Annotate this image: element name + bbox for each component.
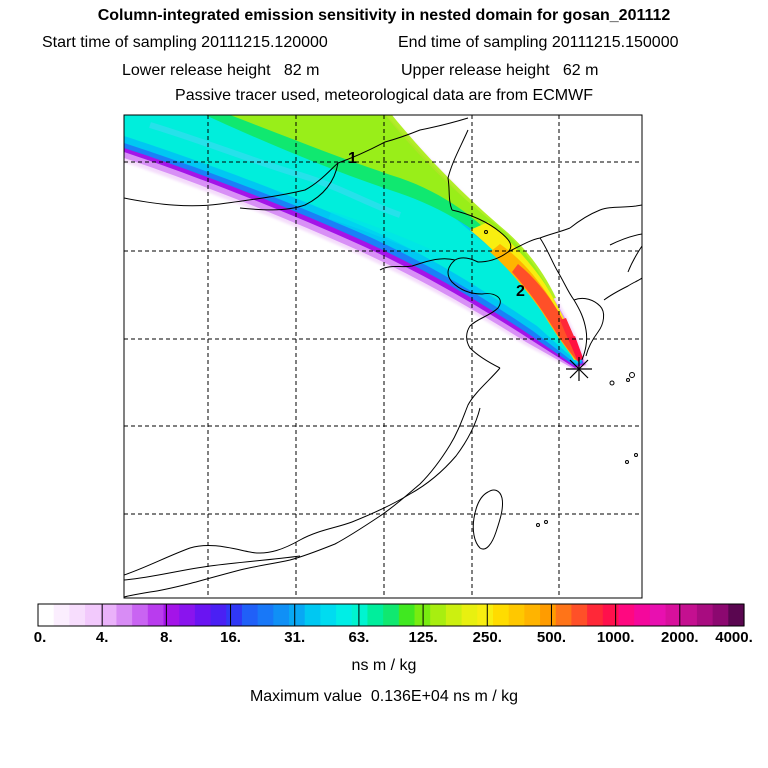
maximum-value-label: Maximum value 0.136E+04 ns m / kg [249,688,519,705]
colorbar-cell [618,604,635,626]
colorbar-cell [555,604,573,626]
asterisk-icon [566,357,592,381]
colorbar-cell [273,604,290,626]
colorbar-cell [53,604,70,626]
colorbar-cell [696,604,714,626]
colorbar-tick-label: 0. [33,629,47,646]
colorbar-cell [38,604,55,626]
colorbar-cell [351,604,369,626]
colorbar-cell [289,604,306,626]
colorbar-tick-label: 2000. [661,629,699,646]
colorbar-cell [241,604,259,626]
end-time-label: End time of sampling 20111215.150000 [398,34,679,51]
colorbar-cell [226,604,243,626]
colorbar-cell [336,604,353,626]
colorbar-cell [430,604,447,626]
colorbar-cell [571,604,588,626]
colorbar-tick-label: 4. [95,629,109,646]
colorbar-cell [100,604,118,626]
colorbar-cell [163,604,180,626]
colorbar-tick-label: 31. [284,629,306,646]
colorbar-cell [461,604,478,626]
colorbar-cell [398,604,416,626]
colorbar [37,603,745,627]
colorbar-tick-label: 63. [348,629,370,646]
graticule [124,115,642,598]
colorbar-tick-label: 500. [536,629,567,646]
colorbar-cell [665,604,682,626]
coastline-borders [124,117,642,598]
colorbar-separators [101,604,681,626]
colorbar-cell [257,604,274,626]
colorbar-cell [587,604,604,626]
plume-label-1: 2 [516,283,525,300]
colorbar-cell [524,604,541,626]
colorbar-cell [147,604,165,626]
emission-sensitivity-map: 1 2 [123,114,643,599]
colorbar-cell [540,604,557,626]
colorbar-cell [728,604,745,626]
colorbar-cell [681,604,698,626]
plot-title: Column-integrated emission sensitivity i… [97,7,671,24]
colorbar-cell [194,604,212,626]
colorbar-cell [69,604,86,626]
colorbar-cell [508,604,525,626]
colorbar-cell [320,604,337,626]
colorbar-frame [37,603,745,627]
colorbar-cells [38,604,745,626]
colorbar-cell [602,604,620,626]
lower-release-height-label: Lower release height 82 m [122,62,320,79]
colorbar-cell [85,604,102,626]
tracer-info-line: Passive tracer used, meteorological data… [175,87,593,104]
colorbar-cell [132,604,149,626]
colorbar-cell [383,604,400,626]
colorbar-tick-label: 125. [408,629,438,646]
colorbar-cell [179,604,196,626]
colorbar-tick-label: 1000. [596,629,635,646]
colorbar-cell [712,604,729,626]
colorbar-tick-label: 4000. [715,629,753,646]
colorbar-cell [492,604,510,626]
colorbar-tick-label: 250. [472,629,502,646]
plume-label-2: 1 [348,150,357,167]
colorbar-tick-label: 16. [220,629,241,646]
colorbar-cell [304,604,321,626]
colorbar-cell [116,604,133,626]
colorbar-cell [477,604,494,626]
map-frame [123,114,643,599]
colorbar-tick-label: 8. [160,629,173,646]
start-time-label: Start time of sampling 20111215.120000 [42,34,328,51]
upper-release-height-label: Upper release height 62 m [401,62,599,79]
colorbar-cell [367,604,384,626]
colorbar-units: ns m / kg [351,657,417,674]
colorbar-cell [210,604,227,626]
colorbar-cell [649,604,667,626]
colorbar-cell [634,604,651,626]
colorbar-cell [445,604,463,626]
